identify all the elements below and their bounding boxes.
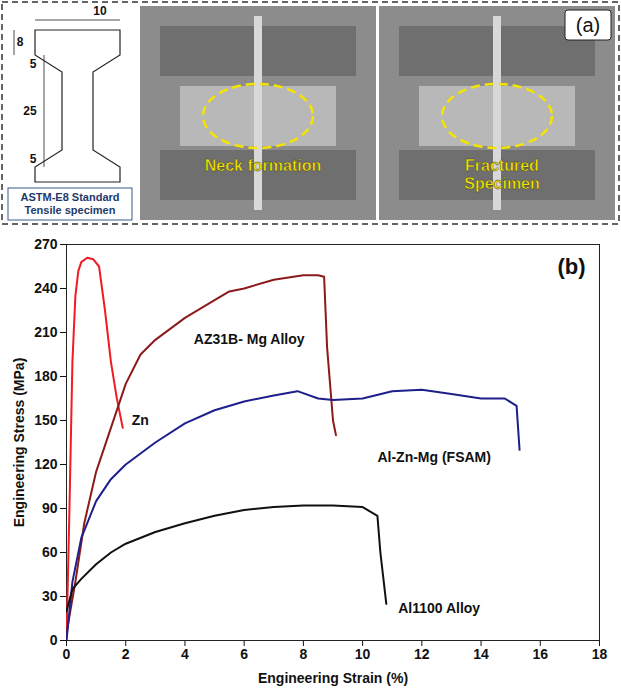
svg-text:10: 10 <box>355 646 371 662</box>
svg-text:AZ31B- Mg Alloy: AZ31B- Mg Alloy <box>194 331 305 347</box>
svg-text:180: 180 <box>34 368 58 384</box>
svg-text:Fractured: Fractured <box>465 157 539 174</box>
svg-text:14: 14 <box>473 646 489 662</box>
svg-text:0: 0 <box>50 632 58 648</box>
svg-text:Neck formation: Neck formation <box>205 157 321 174</box>
svg-text:8: 8 <box>299 646 307 662</box>
svg-text:18: 18 <box>592 646 608 662</box>
svg-text:4: 4 <box>181 646 189 662</box>
svg-text:ASTM-E8 Standard: ASTM-E8 Standard <box>20 191 119 203</box>
svg-text:16: 16 <box>532 646 548 662</box>
svg-text:Al-Zn-Mg (FSAM): Al-Zn-Mg (FSAM) <box>377 449 491 465</box>
svg-text:120: 120 <box>34 456 58 472</box>
svg-text:2: 2 <box>122 646 130 662</box>
svg-text:5: 5 <box>30 57 37 71</box>
svg-text:150: 150 <box>34 412 58 428</box>
svg-text:Zn: Zn <box>132 412 149 428</box>
svg-text:240: 240 <box>34 280 58 296</box>
svg-text:90: 90 <box>42 500 58 516</box>
svg-text:30: 30 <box>42 588 58 604</box>
svg-text:(b): (b) <box>557 254 585 279</box>
svg-text:12: 12 <box>414 646 430 662</box>
svg-text:Engineering Stress (MPa): Engineering Stress (MPa) <box>11 358 27 528</box>
svg-text:5: 5 <box>30 152 37 166</box>
svg-text:25: 25 <box>23 104 37 118</box>
svg-text:0: 0 <box>63 646 71 662</box>
svg-text:270: 270 <box>34 236 58 252</box>
svg-text:60: 60 <box>42 544 58 560</box>
svg-text:10: 10 <box>93 4 107 18</box>
svg-text:210: 210 <box>34 324 58 340</box>
svg-text:Al1100 Alloy: Al1100 Alloy <box>398 600 480 616</box>
svg-text:Engineering Strain (%): Engineering Strain (%) <box>258 670 408 686</box>
svg-text:Specimen: Specimen <box>464 175 540 192</box>
svg-text:(a): (a) <box>576 14 600 36</box>
svg-text:8: 8 <box>17 35 24 49</box>
svg-text:6: 6 <box>240 646 248 662</box>
svg-text:Tensile specimen: Tensile specimen <box>25 204 116 216</box>
